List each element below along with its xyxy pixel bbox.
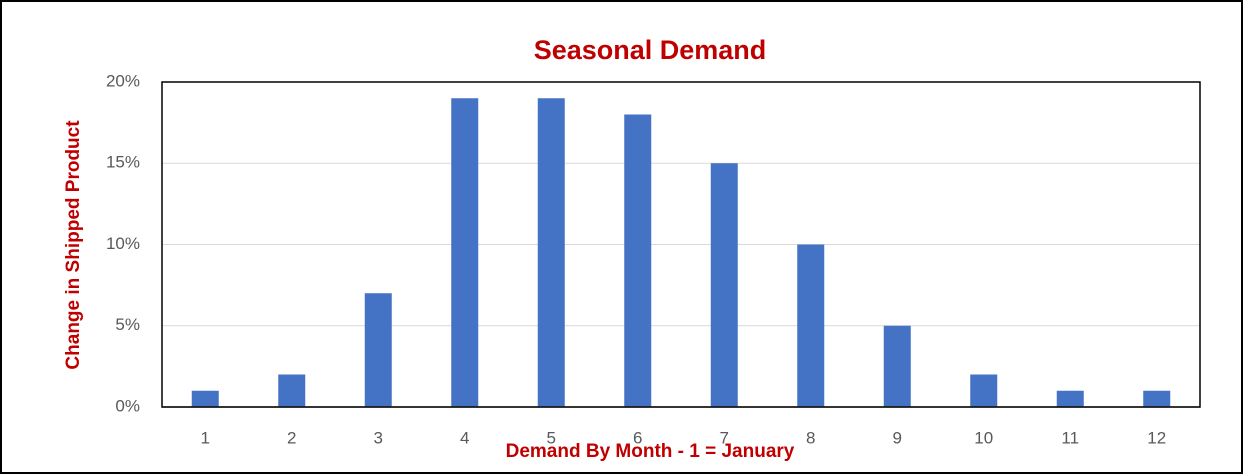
x-tick-label: 4 bbox=[460, 428, 469, 447]
x-tick-label: 2 bbox=[287, 428, 296, 447]
chart-title: Seasonal Demand bbox=[534, 35, 767, 65]
x-tick-label: 6 bbox=[633, 428, 642, 447]
y-tick-label: 15% bbox=[106, 153, 140, 172]
bar bbox=[451, 98, 479, 407]
bar bbox=[883, 325, 911, 407]
bar bbox=[1056, 390, 1084, 407]
bar bbox=[537, 98, 565, 407]
bar bbox=[278, 374, 306, 407]
bar bbox=[797, 244, 825, 407]
x-tick-label: 1 bbox=[201, 428, 210, 447]
bar bbox=[624, 114, 652, 407]
bar bbox=[191, 390, 219, 407]
x-axis-label: Demand By Month - 1 = January bbox=[506, 441, 795, 462]
y-tick-label: 5% bbox=[115, 315, 140, 334]
x-tick-label: 3 bbox=[374, 428, 383, 447]
x-tick-label: 11 bbox=[1061, 428, 1079, 447]
y-tick-label: 10% bbox=[106, 234, 140, 253]
x-tick-label: 10 bbox=[974, 428, 993, 447]
x-tick-label: 7 bbox=[720, 428, 729, 447]
y-axis-label: Change in Shipped Product bbox=[63, 120, 84, 370]
y-tick-label: 20% bbox=[106, 71, 140, 90]
x-tick-label: 5 bbox=[547, 428, 556, 447]
bar bbox=[970, 374, 998, 407]
x-tick-label: 12 bbox=[1147, 428, 1166, 447]
x-tick-label: 8 bbox=[806, 428, 815, 447]
bar bbox=[364, 293, 392, 407]
x-tick-label: 9 bbox=[893, 428, 902, 447]
bar bbox=[710, 163, 738, 407]
bar bbox=[1143, 390, 1171, 407]
y-tick-label: 0% bbox=[115, 396, 140, 415]
plot-border bbox=[161, 81, 1201, 408]
